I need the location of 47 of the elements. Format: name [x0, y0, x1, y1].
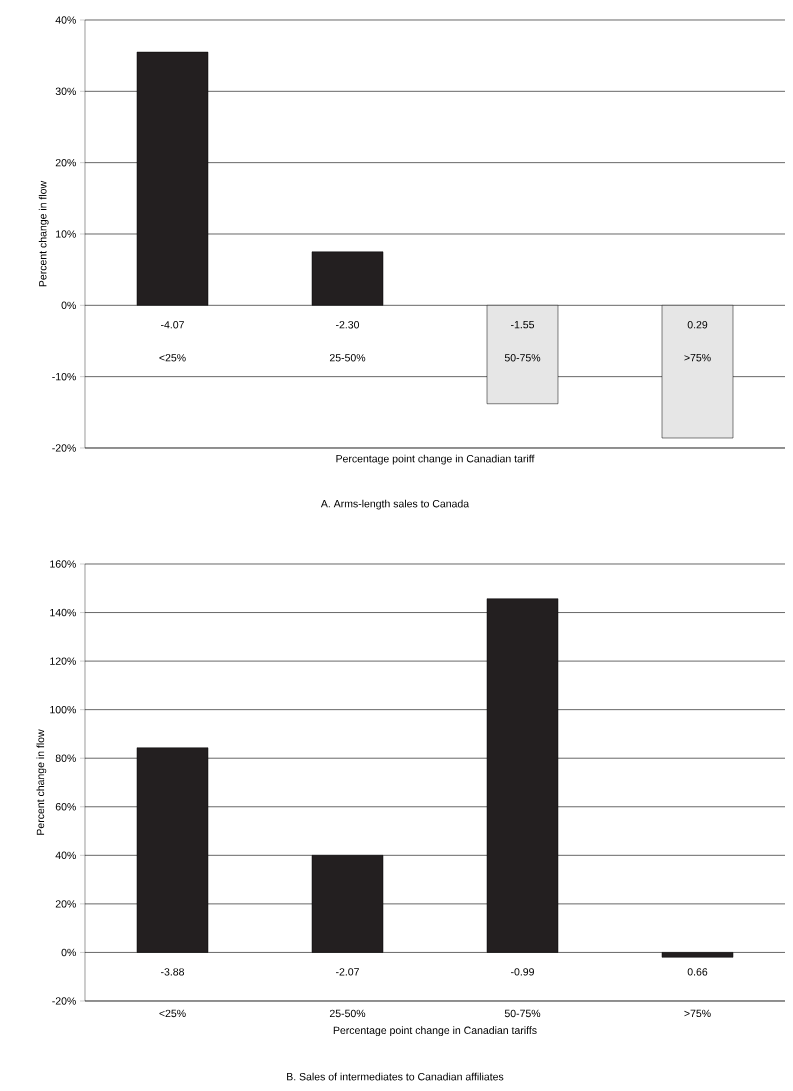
x-tick-label: >75%: [684, 1009, 711, 1018]
x-axis-title: Percentage point change in Canadian tariff: [336, 454, 535, 465]
x-tick-label: 50-75%: [504, 354, 541, 362]
x-axis-title: Percentage point change in Canadian tariffs: [333, 1026, 537, 1037]
text: A. Arms-length sales to Canada: [320, 499, 470, 510]
bar: [661, 952, 734, 958]
y-tick-label: 0%: [61, 948, 76, 957]
x-tick-label: 25-50%: [329, 1009, 366, 1018]
annotation: -4.07: [161, 321, 184, 329]
annotation: -2.30: [336, 321, 360, 329]
bar: [486, 598, 559, 953]
y-tick-label: 10%: [56, 230, 76, 238]
x-tick-label: <25%: [159, 354, 186, 362]
annotation: -1.55: [511, 321, 535, 329]
bar: [486, 305, 559, 405]
annotation: -0.99: [511, 968, 534, 976]
y-tick-label: 40%: [55, 16, 76, 24]
annotation: -2.07: [336, 968, 359, 976]
x-tick-label: <25%: [159, 1009, 186, 1018]
bar: [136, 747, 209, 953]
y-tick-label: 100%: [50, 705, 76, 714]
y-axis-title: Percent change in flow: [36, 729, 47, 835]
x-tick-label: >75%: [684, 354, 711, 362]
y-tick-label: -20%: [52, 997, 76, 1005]
x-tick-label: 50-75%: [504, 1009, 541, 1018]
annotation: 0.66: [687, 968, 708, 976]
annotation: -3.88: [161, 968, 185, 976]
bar: [311, 251, 384, 306]
y-tick-label: 0%: [61, 301, 76, 310]
x-tick-label: 25-50%: [329, 354, 366, 362]
bar: [136, 51, 209, 306]
y-tick-label: 40%: [55, 851, 76, 860]
y-tick-label: 120%: [50, 657, 76, 665]
y-tick-label: 60%: [55, 803, 76, 811]
y-tick-label: -20%: [52, 444, 76, 452]
y-tick-label: 20%: [55, 158, 76, 167]
text: B. Sales of intermediates to Canadian affiliates: [287, 1072, 504, 1081]
y-tick-label: -10%: [52, 372, 76, 381]
y-tick-label: 20%: [55, 900, 76, 908]
y-tick-label: 80%: [55, 754, 76, 762]
y-axis-title: Percent change in flow: [38, 180, 49, 287]
y-tick-label: 30%: [55, 87, 76, 96]
annotation: 0.29: [687, 321, 708, 329]
bar: [661, 305, 734, 439]
y-tick-label: 140%: [50, 608, 76, 617]
bar: [311, 855, 384, 953]
y-tick-label: 160%: [50, 560, 76, 568]
